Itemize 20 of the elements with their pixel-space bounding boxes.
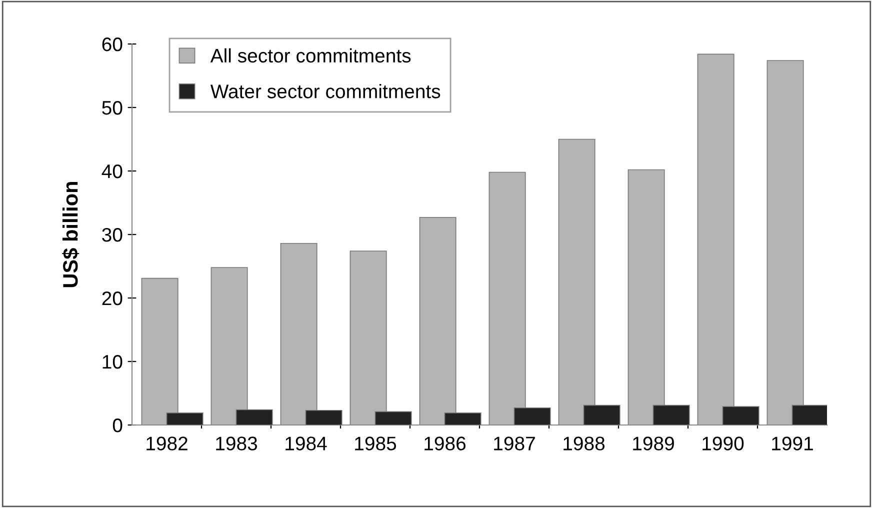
x-tick-label: 1983 (216, 436, 258, 450)
legend-label: Water sector commitments (210, 84, 440, 98)
y-axis-title: US$ billion (62, 182, 80, 288)
x-tick-label: 1982 (146, 436, 188, 450)
x-tick-label: 1986 (424, 436, 466, 450)
y-tick-label: 20 (102, 291, 122, 306)
y-tick-label: 10 (102, 354, 122, 369)
y-tick-label: 0 (112, 418, 122, 432)
x-tick-label: 1990 (702, 436, 744, 450)
y-tick-label: 30 (102, 228, 122, 242)
x-tick-label: 1987 (494, 436, 535, 450)
x-tick-label: 1988 (564, 436, 605, 450)
x-tick-label: 1984 (286, 436, 327, 450)
y-tick-label: 60 (102, 37, 122, 52)
x-tick-label: 1991 (772, 436, 813, 450)
legend-label: All sector commitments (210, 48, 411, 63)
x-tick-label: 1989 (633, 436, 674, 450)
y-tick-label: 50 (102, 100, 122, 115)
y-tick-label: 40 (102, 164, 122, 178)
x-tick-label: 1985 (355, 436, 396, 450)
